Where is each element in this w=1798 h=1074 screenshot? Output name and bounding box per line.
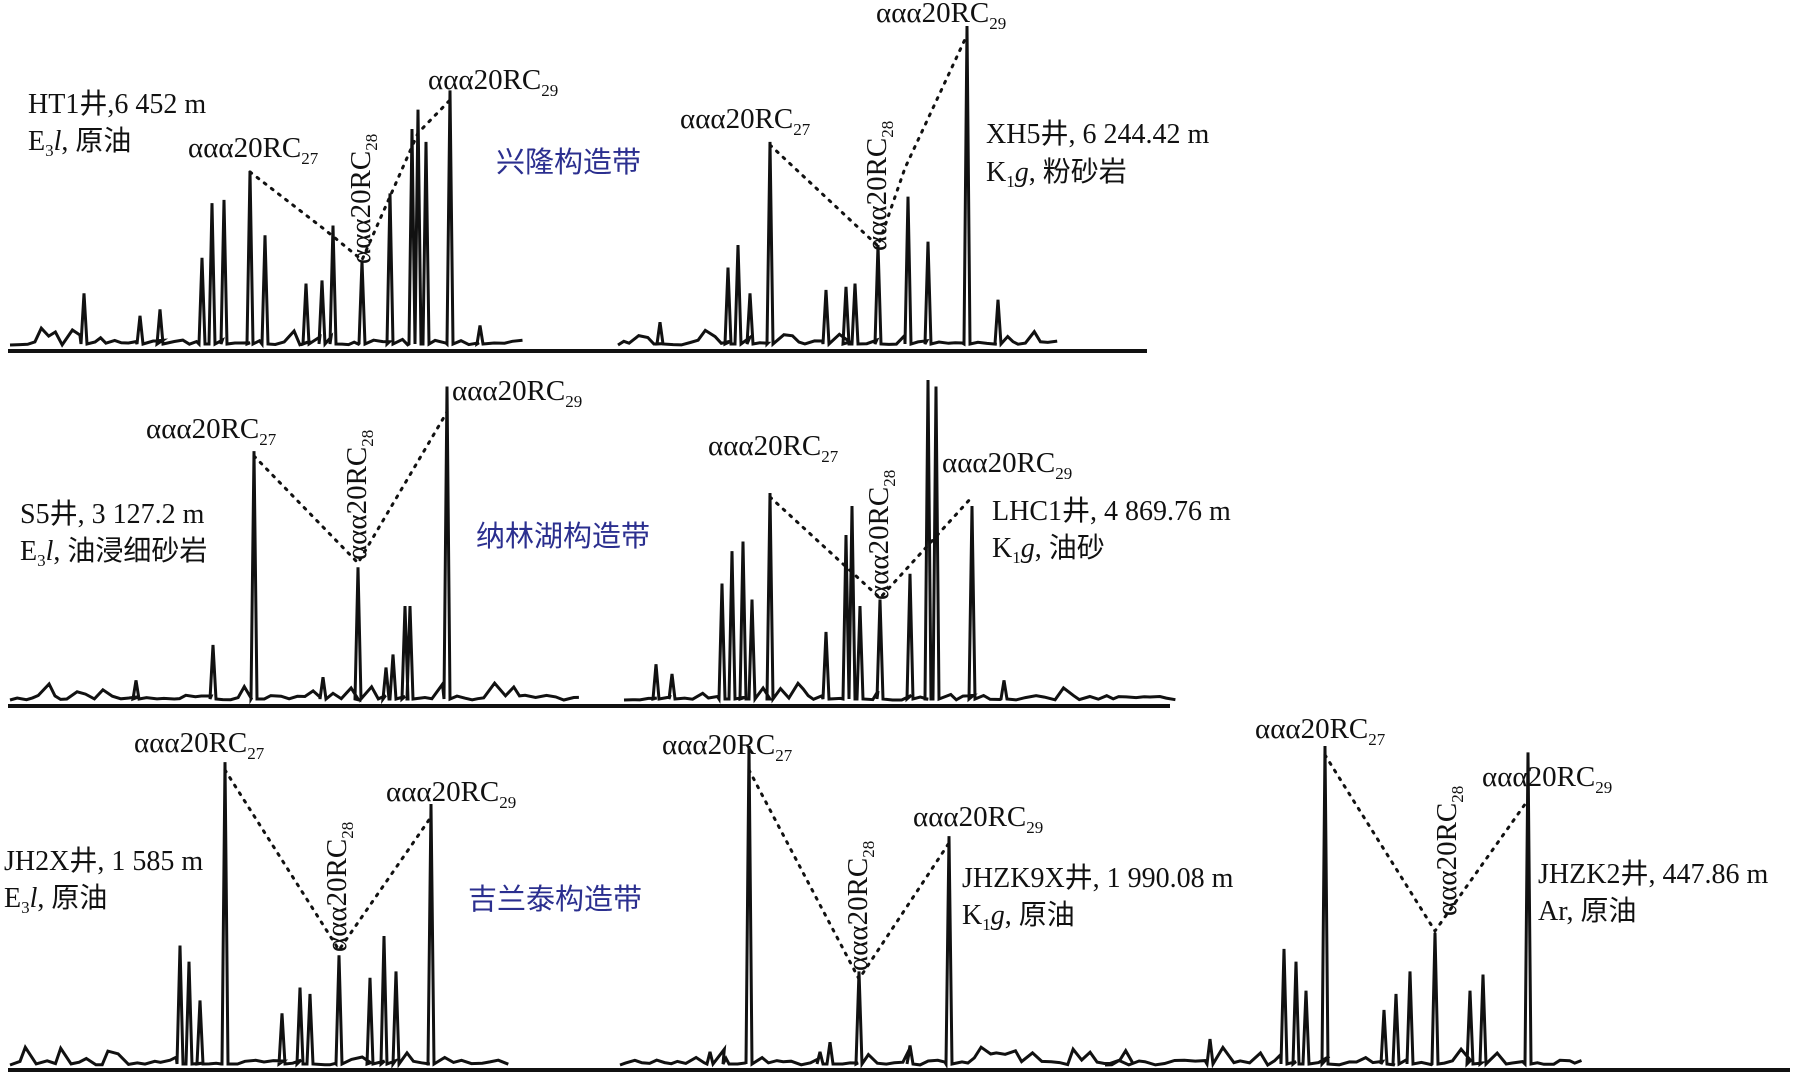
structural-zone-label: 兴隆构造带 — [496, 146, 641, 179]
structural-zone-label: 吉兰泰构造带 — [468, 883, 642, 916]
peak-connector-line — [747, 768, 951, 982]
peak-label-c28: ααα20RC28 — [861, 121, 897, 251]
chromatogram-trace — [9, 386, 579, 705]
chromatogram-trace — [623, 379, 1176, 704]
chromatogram-panel-6: ααα20RC27 ααα20RC28 ααα20RC29 JHZK9X井, 1 99… — [619, 729, 1234, 1070]
chromatogram-panel-5: ααα20RC27 ααα20RC28 ααα20RC29 JH2X井, 1 585 … — [4, 727, 642, 1069]
peak-label-c27: ααα20RC27 — [662, 729, 793, 765]
well-label: S5井, 3 127.2 m — [20, 498, 205, 530]
peak-label-c28: ααα20RC28 — [341, 430, 377, 560]
structural-zone-label: 纳林湖构造带 — [476, 520, 650, 553]
chromatogram-panel-7: ααα20RC27 ααα20RC28 ααα20RC29 JHZK2井, 447.8… — [1104, 713, 1768, 1069]
well-label: HT1井,6 452 m — [28, 88, 206, 120]
peak-label-c28: ααα20RC28 — [345, 134, 381, 264]
peak-label-c27: ααα20RC27 — [134, 727, 265, 763]
peak-label-c29: ααα20RC29 — [428, 64, 558, 100]
peak-connector-line — [248, 98, 452, 263]
peak-label-c27: ααα20RC27 — [188, 132, 319, 168]
peak-label-c27: ααα20RC27 — [708, 430, 839, 466]
peak-label-c27: ααα20RC27 — [1255, 713, 1386, 749]
peak-label-c29: ααα20RC29 — [913, 801, 1043, 837]
peak-label-c29: ααα20RC29 — [942, 447, 1072, 483]
sample-label: E3l, 原油 — [28, 125, 131, 160]
sample-label: K1g, 粉砂岩 — [986, 156, 1127, 191]
peak-label-c28: ααα20RC28 — [1431, 786, 1467, 916]
peak-label-c28: ααα20RC28 — [321, 822, 357, 952]
well-label: JHZK2井, 447.86 m — [1538, 858, 1768, 890]
well-label: JHZK9X井, 1 990.08 m — [962, 862, 1234, 894]
peak-connector-line — [1323, 753, 1530, 934]
peak-connector-line — [223, 768, 433, 953]
well-label: JH2X井, 1 585 m — [4, 845, 203, 877]
sample-label: K1g, 油砂 — [992, 532, 1105, 567]
chromatogram-trace — [619, 745, 1134, 1070]
peak-label-c29: ααα20RC29 — [452, 375, 582, 411]
peak-label-c29: ααα20RC29 — [1482, 761, 1612, 797]
chromatogram-panel-2: ααα20RC27 ααα20RC28 ααα20RC29 XH5井, 6 244.4… — [617, 0, 1209, 348]
chromatogram-panel-4: ααα20RC27 ααα20RC28 ααα20RC29 LHC1井, 4 869.… — [623, 379, 1231, 704]
peak-connector-line — [768, 33, 969, 249]
chromatogram-trace — [617, 25, 1058, 348]
sample-label: E3l, 油浸细砂岩 — [20, 535, 207, 570]
chromatogram-trace — [9, 90, 523, 349]
peak-label-c28: ααα20RC28 — [863, 470, 899, 600]
well-label: XH5井, 6 244.42 m — [986, 118, 1209, 150]
chromatogram-panel-1: ααα20RC27 ααα20RC28 ααα20RC29 HT1井,6 452 m E… — [9, 64, 641, 349]
peak-label-c27: ααα20RC27 — [146, 413, 277, 449]
peak-label-c29: ααα20RC29 — [386, 776, 516, 812]
chromatogram-trace — [9, 762, 509, 1069]
chromatogram-panel-3: ααα20RC27 ααα20RC28 ααα20RC29 S5井, 3 127.2 … — [9, 375, 650, 705]
sample-label: Ar, 原油 — [1538, 895, 1636, 927]
sample-label: K1g, 原油 — [962, 899, 1075, 934]
peak-label-c27: ααα20RC27 — [680, 103, 811, 139]
well-label: LHC1井, 4 869.76 m — [992, 495, 1231, 527]
sample-label: E3l, 原油 — [4, 882, 107, 917]
chromatogram-trace — [1104, 745, 1583, 1069]
peak-label-c28: ααα20RC28 — [842, 841, 878, 971]
peak-label-c29: ααα20RC29 — [876, 0, 1006, 33]
